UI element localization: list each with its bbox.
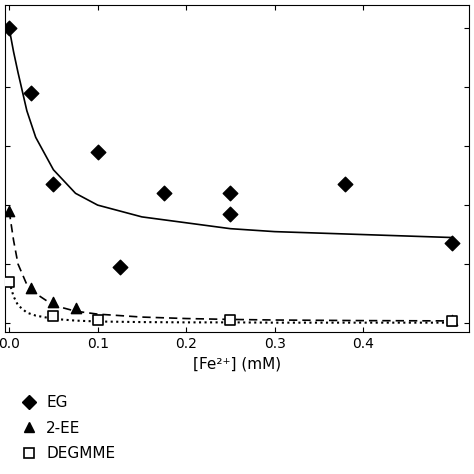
Point <box>72 304 79 312</box>
Point <box>448 240 456 247</box>
Point <box>94 148 101 156</box>
Point <box>50 299 57 306</box>
Point <box>160 190 168 197</box>
Point <box>5 278 13 285</box>
Point <box>448 316 456 324</box>
Point <box>227 210 234 218</box>
X-axis label: [Fe²⁺] (mM): [Fe²⁺] (mM) <box>193 356 281 371</box>
Point <box>116 263 124 271</box>
Point <box>94 316 101 324</box>
Point <box>448 318 456 325</box>
Point <box>342 181 349 188</box>
Point <box>27 284 35 292</box>
Point <box>227 316 234 324</box>
Legend: EG, 2-EE, DEGMME: EG, 2-EE, DEGMME <box>22 395 115 461</box>
Point <box>50 181 57 188</box>
Point <box>50 312 57 319</box>
Point <box>5 25 13 32</box>
Point <box>5 207 13 215</box>
Point <box>227 190 234 197</box>
Point <box>27 89 35 97</box>
